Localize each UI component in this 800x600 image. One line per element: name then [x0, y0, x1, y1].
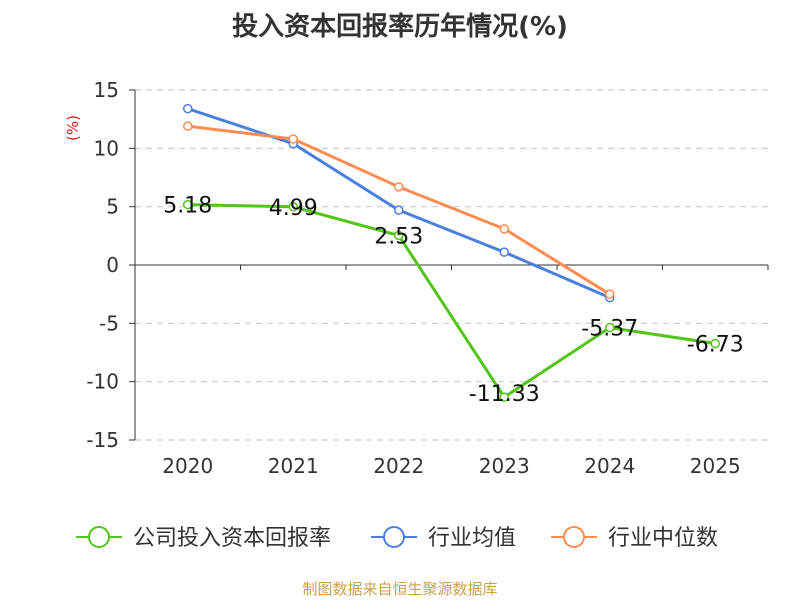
data-label: 4.99: [269, 196, 318, 221]
data-point: [288, 202, 298, 212]
y-tick-label: 10: [94, 136, 119, 160]
series-line: [187, 107, 611, 300]
data-label: -5.37: [581, 317, 638, 342]
data-label: 2.53: [374, 224, 423, 249]
legend-marker: [383, 526, 405, 548]
data-point: [710, 338, 720, 349]
data-point: [288, 134, 298, 144]
x-tick-label: 2023: [479, 454, 530, 478]
chart-title: 投入资本回报率历年情况(%): [232, 12, 568, 42]
legend-marker: [88, 526, 110, 548]
y-tick-label: -10: [86, 370, 119, 394]
data-label: -11.33: [469, 382, 540, 407]
data-source-note: 制图数据来自恒生聚源数据库: [302, 580, 498, 598]
y-tick-label: 5: [106, 195, 119, 219]
data-point: [499, 247, 509, 257]
legend-label: 公司投入资本回报率: [133, 526, 331, 551]
y-tick-label: -15: [86, 428, 119, 452]
data-point: [499, 224, 509, 234]
x-tick-label: 2022: [373, 454, 424, 478]
data-point: [605, 289, 615, 299]
y-tick-label: -5: [99, 311, 119, 335]
y-tick-label: 0: [106, 253, 119, 277]
data-point: [394, 205, 404, 215]
data-point: [183, 121, 193, 131]
y-tick-label: 15: [94, 78, 119, 102]
data-label: 5.18: [163, 194, 212, 219]
legend-marker: [563, 526, 585, 548]
data-point: [499, 392, 509, 402]
x-tick-label: 2024: [584, 454, 635, 478]
x-tick-label: 2021: [268, 454, 319, 478]
data-point: [394, 182, 404, 192]
data-point: [183, 103, 193, 114]
data-point: [394, 230, 404, 241]
x-tick-label: 2020: [162, 454, 213, 478]
data-point: [183, 199, 193, 210]
series-line: [187, 203, 716, 399]
x-tick-label: 2025: [690, 454, 741, 478]
data-point: [605, 322, 615, 333]
data-label: -6.73: [687, 333, 744, 358]
legend-label: 行业中位数: [608, 526, 718, 551]
y-axis-label: (%): [64, 115, 82, 141]
legend-label: 行业均值: [428, 526, 516, 551]
